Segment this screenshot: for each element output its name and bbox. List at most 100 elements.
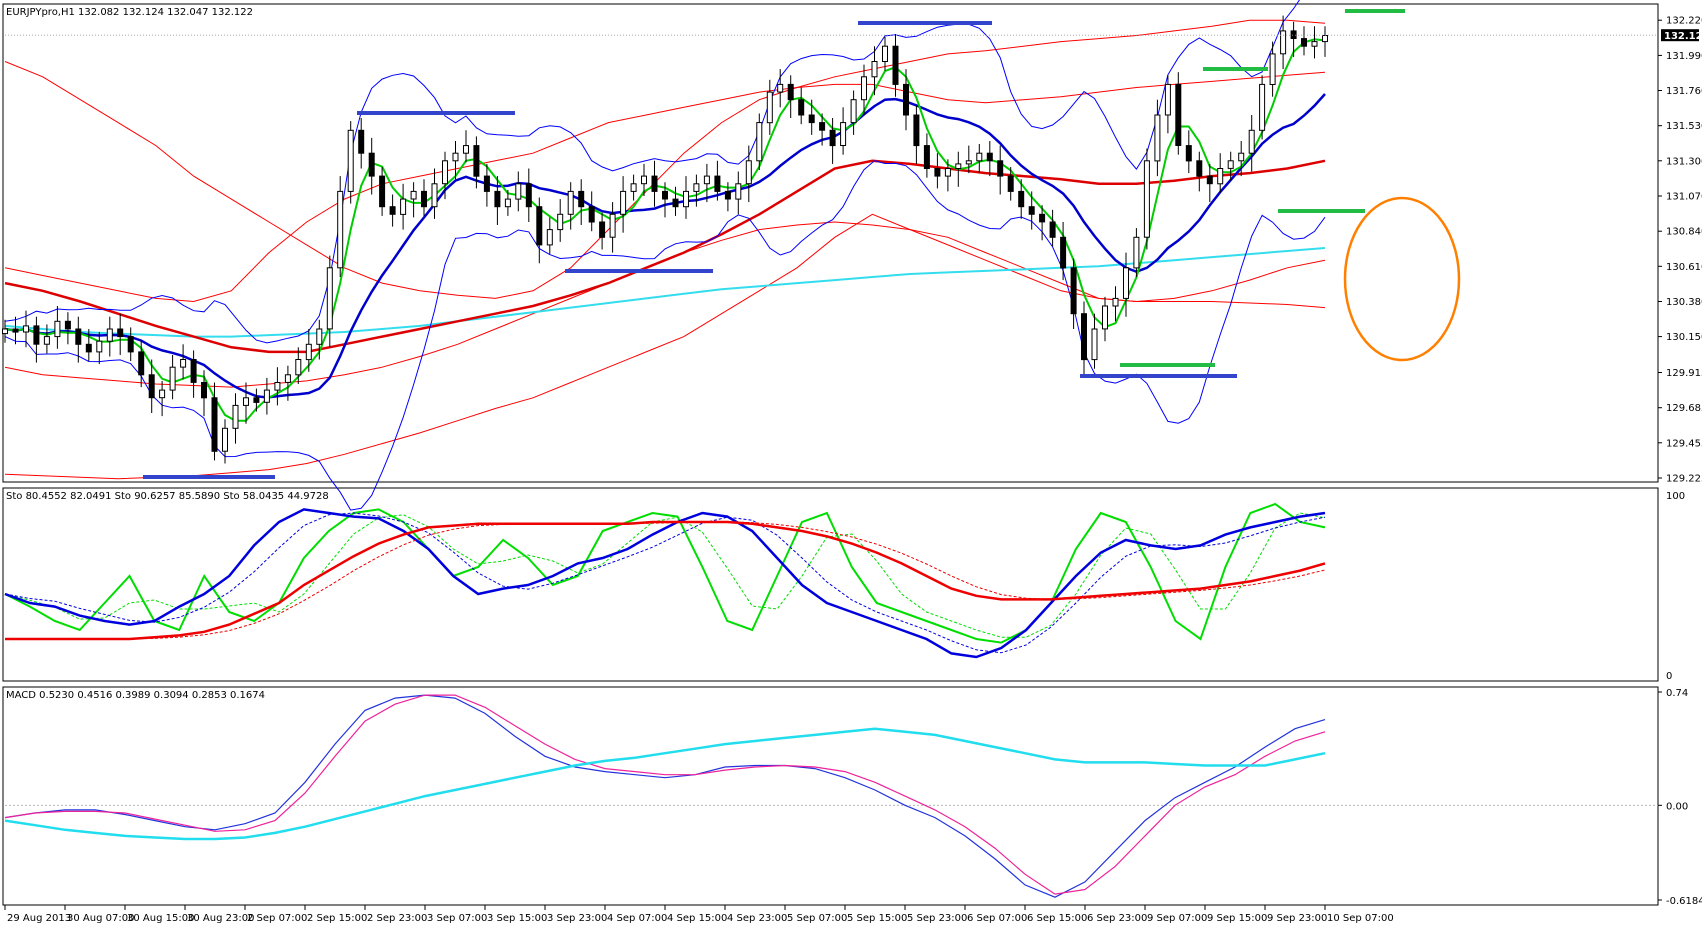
candle-body — [368, 152, 375, 177]
candle-body — [316, 328, 323, 345]
candle-body — [284, 374, 291, 383]
candle-body — [944, 168, 951, 177]
price-tick-label: 131.530 — [1666, 121, 1702, 132]
candle-body — [693, 183, 700, 192]
candle-body — [452, 152, 459, 162]
candle-body — [33, 325, 40, 345]
candle-body — [777, 83, 784, 93]
candle-body — [358, 129, 365, 154]
candle-body — [882, 45, 888, 63]
macd-plot — [4, 694, 1658, 898]
candle-body — [1049, 221, 1056, 238]
candle-body — [609, 213, 616, 238]
candle-body — [1102, 305, 1108, 330]
price-tick-label: 130.840 — [1666, 227, 1702, 238]
candle-body — [1091, 328, 1098, 361]
time-tick-label: 9 Sep 23:00 — [1267, 913, 1327, 924]
price-plot — [2, 0, 1658, 511]
candle-body — [861, 76, 867, 101]
candle-body — [337, 190, 344, 269]
candle-body — [934, 168, 941, 177]
time-tick-label: 4 Sep 15:00 — [667, 913, 727, 924]
time-tick-label: 3 Sep 07:00 — [427, 913, 487, 924]
time-tick-label: 5 Sep 15:00 — [847, 913, 907, 924]
candle-body — [515, 183, 522, 200]
candle-body — [1322, 35, 1328, 43]
candle-body — [798, 99, 805, 116]
candle-body — [1039, 213, 1046, 223]
price-tick-label: 130.380 — [1666, 297, 1702, 308]
candle-body — [201, 382, 207, 399]
stochastic-tick-label: 0 — [1666, 671, 1672, 682]
candle-body — [117, 328, 124, 338]
price-tick-label: 129.455 — [1666, 438, 1702, 449]
candle-body — [389, 206, 396, 215]
candle-body — [326, 267, 333, 330]
time-tick-label: 9 Sep 15:00 — [1207, 913, 1267, 924]
candle-body — [662, 190, 668, 200]
bollinger-mid-upper — [4, 71, 1326, 303]
candle-body — [578, 190, 585, 208]
sma-200-line — [4, 247, 1326, 338]
time-tick-label: 10 Sep 07:00 — [1327, 913, 1394, 924]
time-tick-label: 6 Sep 07:00 — [967, 913, 1027, 924]
price-tick-label: 131.300 — [1666, 156, 1702, 167]
candle-body — [1081, 313, 1087, 361]
candle-body — [253, 397, 260, 403]
candle-body — [1018, 190, 1025, 208]
time-tick-label: 30 Aug 07:00 — [67, 913, 134, 924]
candle-body — [410, 190, 417, 200]
candle-body — [829, 129, 836, 147]
candle-body — [997, 160, 1004, 177]
candle-body — [1070, 267, 1077, 315]
price-tick-label: 132.220 — [1666, 16, 1702, 27]
stochastic-line-3 — [5, 520, 1326, 641]
candle-body — [1028, 206, 1035, 215]
candle-body — [347, 129, 354, 192]
time-tick-label: 3 Sep 15:00 — [487, 913, 547, 924]
candle-body — [263, 389, 270, 403]
candle-body — [840, 122, 847, 146]
candle-body — [892, 45, 899, 85]
time-tick-label: 2 Sep 07:00 — [247, 913, 307, 924]
candle-body — [159, 389, 166, 399]
candle-body — [148, 374, 155, 399]
current-price-label: 132.122 — [1664, 31, 1702, 42]
candle-body — [588, 206, 595, 223]
price-tick-label: 131.070 — [1666, 192, 1702, 203]
candle-body — [641, 175, 647, 185]
candle-body — [211, 397, 218, 452]
candle-body — [463, 145, 469, 154]
annotation-circle — [1343, 196, 1461, 362]
candle-body — [1301, 38, 1307, 47]
candle-body — [190, 359, 197, 383]
stochastic-signal-2 — [4, 512, 1326, 654]
candle-body — [819, 122, 826, 131]
candle-body — [442, 160, 448, 185]
candle-body — [536, 206, 543, 246]
candle-body — [75, 328, 82, 345]
candle-body — [620, 190, 627, 215]
candle-body — [1196, 160, 1203, 177]
candle-body — [379, 175, 386, 208]
candle-body — [243, 397, 249, 406]
candle-body — [1112, 297, 1119, 307]
candle-body — [1185, 145, 1192, 162]
macd-tick-label: 0.74 — [1666, 688, 1688, 699]
price-tick-label: 129.225 — [1666, 474, 1702, 485]
candle-body — [494, 190, 501, 208]
stochastic-header: Sto 80.4552 82.0491 Sto 90.6257 85.5890 … — [6, 491, 329, 502]
time-tick-label: 2 Sep 15:00 — [307, 913, 367, 924]
stochastic-signal-3 — [5, 521, 1326, 640]
candle-body — [557, 213, 564, 231]
candle-body — [546, 229, 553, 246]
sma-50-line — [4, 159, 1326, 354]
time-tick-label: 2 Sep 23:00 — [367, 913, 427, 924]
candle-body — [1060, 236, 1067, 269]
candle-body — [567, 190, 574, 215]
candle-body — [400, 198, 407, 215]
candle-body — [504, 198, 511, 208]
